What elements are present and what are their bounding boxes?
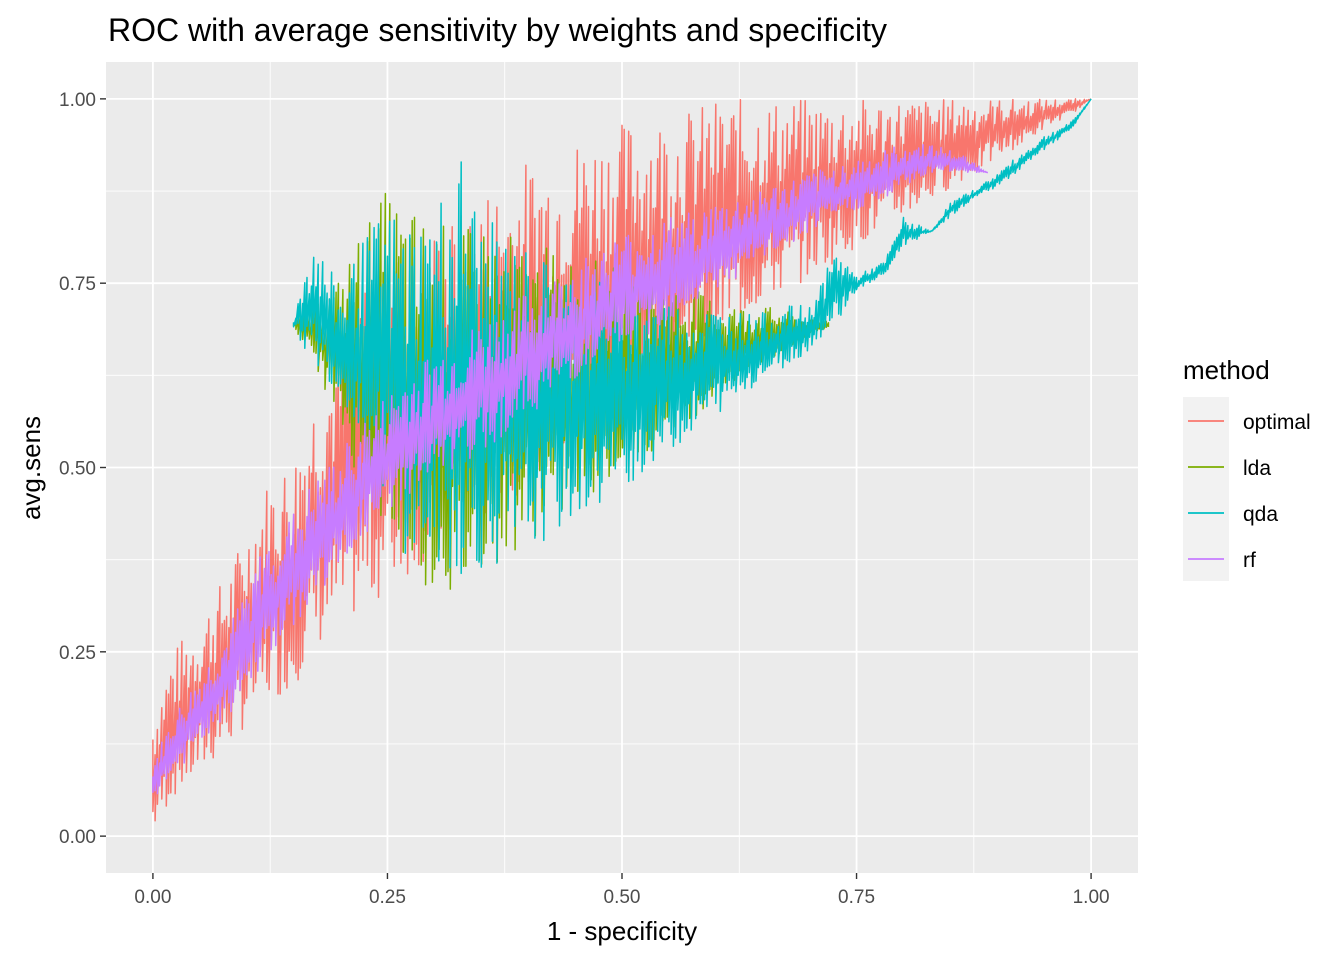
x-tick-label: 0.50: [604, 887, 641, 908]
series-line-rf: [152, 144, 989, 795]
y-tick-label: 1.00: [59, 90, 96, 111]
y-axis-ticks: 0.00 0.25 0.50 0.75 1.00: [59, 90, 106, 848]
y-tick-label: 0.00: [59, 827, 96, 848]
legend-key-panel: [1183, 397, 1229, 581]
legend-label-rf: rf: [1243, 549, 1256, 572]
y-tick-label: 0.25: [59, 643, 96, 664]
y-tick-label: 0.50: [59, 459, 96, 480]
x-tick-label: 1.00: [1073, 887, 1110, 908]
legend-label-qda: qda: [1243, 503, 1278, 526]
legend-title: method: [1183, 355, 1270, 385]
x-tick-label: 0.00: [134, 887, 171, 908]
x-tick-label: 0.75: [838, 887, 875, 908]
legend-label-lda: lda: [1243, 457, 1271, 480]
x-tick-label: 0.25: [369, 887, 406, 908]
series-layer: [152, 98, 1092, 822]
x-axis-title: 1 - specificity: [547, 916, 697, 946]
series-line-qda: [292, 98, 1092, 575]
x-axis-ticks: 0.00 0.25 0.50 0.75 1.00: [134, 873, 1110, 908]
chart-title: ROC with average sensitivity by weights …: [108, 12, 887, 48]
y-axis-title: avg.sens: [16, 416, 46, 520]
y-tick-label: 0.75: [59, 274, 96, 295]
legend-label-optimal: optimal: [1243, 411, 1311, 434]
legend: method optimal lda qda rf: [1183, 355, 1311, 581]
series-line-optimal: [152, 98, 1092, 822]
